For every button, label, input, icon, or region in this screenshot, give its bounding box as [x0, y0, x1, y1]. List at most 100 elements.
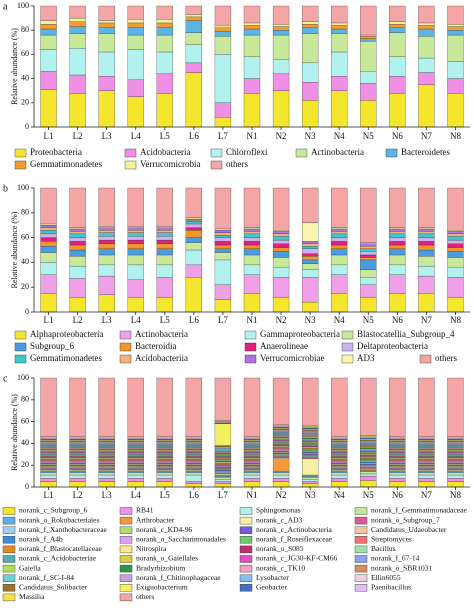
bar-segment	[40, 49, 57, 72]
bar-segment	[127, 467, 144, 469]
bar-segment	[331, 451, 348, 454]
legend-swatch	[119, 545, 133, 554]
bar-segment	[69, 462, 86, 465]
bar-segment	[69, 437, 86, 440]
bar-segment	[214, 461, 232, 464]
bar-segment	[360, 251, 377, 256]
bar-segment	[185, 468, 203, 470]
legend-label: Candidatus_Udaeobacter	[371, 525, 447, 534]
bar-segment	[360, 259, 377, 270]
bar-segment	[185, 460, 203, 463]
bar-segment	[301, 301, 319, 313]
bar-segment	[127, 5, 144, 20]
bar-segment	[418, 456, 435, 458]
bar-segment	[418, 467, 435, 469]
bar-segment	[243, 468, 261, 470]
bar-segment	[418, 256, 435, 267]
bar-segment	[98, 457, 115, 459]
y-tick-label: 80	[21, 395, 29, 404]
bar-segment	[360, 243, 377, 247]
bar-segment	[156, 227, 173, 231]
bar-segment	[156, 470, 173, 472]
bar-segment	[156, 22, 173, 28]
bar-segment	[40, 471, 57, 473]
x-tick-label: L5	[160, 315, 170, 325]
legend-label: norank_c_AD3	[256, 515, 302, 524]
bar-segment	[389, 462, 406, 465]
x-tick-label: N8	[450, 315, 461, 325]
legend-swatch	[119, 507, 133, 515]
bar-segment	[418, 36, 435, 59]
bar-segment	[243, 444, 261, 446]
bar-segment	[418, 293, 435, 313]
bar-segment	[389, 456, 406, 458]
legend-swatch	[354, 545, 368, 554]
bar-segment	[272, 59, 290, 74]
bar-segment	[389, 228, 406, 232]
bar-segment	[360, 448, 377, 451]
bar-segment	[301, 248, 319, 254]
bar-segment	[360, 257, 377, 261]
bar-segment	[447, 469, 464, 471]
bar-segment	[127, 461, 144, 464]
bar-segment	[156, 377, 173, 438]
bar-segment	[127, 449, 144, 452]
bar-segment	[98, 437, 115, 440]
bar-segment	[272, 457, 290, 459]
bar-segment	[389, 187, 406, 228]
x-tick-label: L5	[160, 490, 170, 500]
bar-segment	[127, 459, 144, 461]
bar-segment	[301, 441, 319, 443]
bar-segment	[272, 444, 290, 446]
bar-segment	[185, 277, 203, 313]
bar-segment	[360, 449, 377, 452]
bar-segment	[272, 433, 290, 435]
bar-segment	[418, 5, 435, 24]
bar-segment	[40, 469, 57, 471]
bar-segment	[98, 445, 115, 447]
bar-segment	[40, 437, 57, 440]
legend-label: others	[226, 159, 248, 169]
bar-segment	[389, 437, 406, 440]
x-tick-label: N3	[305, 315, 316, 325]
bar-segment	[272, 427, 290, 430]
bar-segment	[69, 449, 86, 452]
bar-segment	[185, 466, 203, 468]
bar-segment	[272, 251, 290, 258]
legend-swatch	[119, 330, 132, 340]
bar-segment	[40, 445, 57, 447]
bar-segment	[418, 472, 435, 476]
bar-segment	[127, 481, 144, 488]
bar-segment	[389, 454, 406, 456]
bar-segment	[447, 457, 464, 459]
legend-swatch	[239, 516, 253, 525]
x-tick-label: N6	[392, 131, 403, 141]
bar-segment	[40, 466, 57, 468]
bar-segment	[331, 274, 348, 294]
bar-segment	[360, 468, 377, 470]
legend-label: Actinobacteria	[311, 147, 364, 157]
bar-segment	[243, 471, 261, 473]
bar-segment	[418, 447, 435, 450]
bar-segment	[360, 471, 377, 475]
bar-segment	[185, 230, 203, 238]
bar-segment	[301, 246, 319, 249]
bar-segment	[418, 450, 435, 453]
bar-segment	[127, 279, 144, 298]
bar-segment	[40, 467, 57, 469]
legend-label: RB41	[136, 506, 154, 515]
bar-segment	[98, 446, 115, 448]
x-tick-label: N8	[450, 490, 461, 500]
bar-segment	[98, 239, 115, 244]
legend-label: Exiguobacterium	[136, 583, 188, 592]
bar-segment	[69, 241, 86, 246]
bar-segment	[418, 57, 435, 73]
bar-segment	[127, 236, 144, 241]
bar-segment	[69, 438, 86, 441]
bar-segment	[185, 481, 203, 484]
bar-segment	[331, 481, 348, 488]
bar-segment	[40, 457, 57, 459]
bar-segment	[98, 470, 115, 472]
legend-label: Alphaproteobacteria	[30, 329, 103, 339]
bar-segment	[389, 32, 406, 57]
